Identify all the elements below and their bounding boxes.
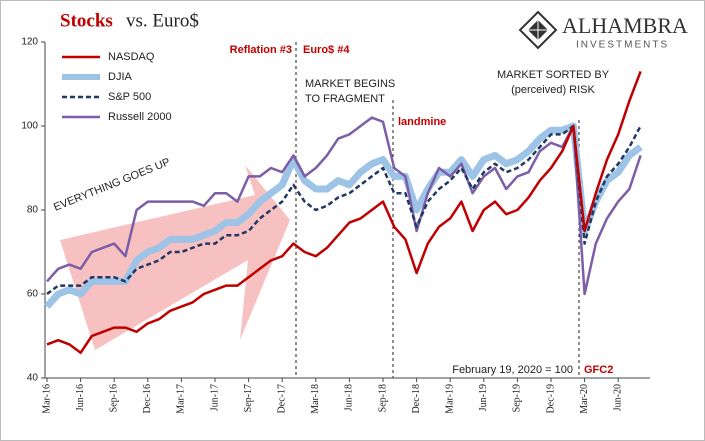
series-line xyxy=(46,70,642,355)
brand-sub: INVESTMENTS xyxy=(576,40,669,51)
logo xyxy=(518,10,558,50)
annotation: (perceived) RISK xyxy=(511,84,595,96)
x-tick-label: Dec-17 xyxy=(276,384,287,413)
series-line xyxy=(46,116,642,296)
series-line xyxy=(44,122,643,309)
annotation: MARKET SORTED BY xyxy=(497,69,610,81)
trend-arrow xyxy=(60,165,290,350)
x-tick-label: Dec-18 xyxy=(411,384,422,413)
title-main: Stocks xyxy=(60,10,113,31)
x-tick-label: Dec-16 xyxy=(142,384,153,413)
y-tick-label: 120 xyxy=(21,37,38,48)
annotation: Reflation #3 xyxy=(230,44,292,56)
y-tick-label: 60 xyxy=(27,289,39,300)
x-tick-label: Sep-18 xyxy=(377,384,388,412)
x-tick-label: Jun-17 xyxy=(209,384,220,411)
x-tick-label: Sep-16 xyxy=(108,384,119,412)
x-tick-label: Jun-19 xyxy=(478,384,489,411)
annotation: Euro$ #4 xyxy=(303,44,350,56)
legend-label: Russell 2000 xyxy=(108,111,172,123)
title-rest: vs. Euro$ xyxy=(126,10,199,31)
legend-label: S&P 500 xyxy=(108,91,151,103)
brand-name: ALHAMBRA xyxy=(562,13,688,38)
x-tick-label: Sep-17 xyxy=(243,384,254,412)
x-tick-label: Mar-16 xyxy=(41,384,52,414)
annotation: TO FRAGMENT xyxy=(305,93,385,105)
x-tick-label: Mar-17 xyxy=(176,384,187,414)
annotation: MARKET BEGINS xyxy=(305,78,395,90)
x-tick-label: Mar-19 xyxy=(444,384,455,414)
y-tick-label: 40 xyxy=(27,373,39,384)
x-tick-label: Mar-20 xyxy=(579,384,590,414)
x-tick-label: Jun-18 xyxy=(344,384,355,411)
x-tick-label: Jun-20 xyxy=(612,384,623,411)
annotation: February 19, 2020 = 100 xyxy=(452,364,573,376)
y-tick-label: 100 xyxy=(21,121,38,132)
legend-label: DJIA xyxy=(108,71,133,83)
x-tick-label: Mar-18 xyxy=(310,384,321,414)
y-tick-label: 80 xyxy=(27,205,39,216)
x-tick-label: Sep-19 xyxy=(512,384,523,412)
annotation: GFC2 xyxy=(584,364,613,376)
x-tick-label: Jun-16 xyxy=(75,384,86,411)
series-line xyxy=(46,124,642,296)
annotation: landmine xyxy=(398,116,446,128)
x-tick-label: Dec-19 xyxy=(545,384,556,413)
legend-label: NASDAQ xyxy=(108,51,155,63)
